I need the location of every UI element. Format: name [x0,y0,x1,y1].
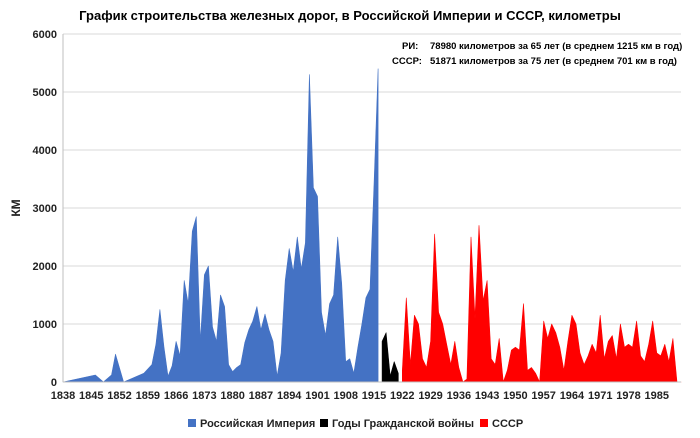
y-tick-label: 6000 [33,29,57,41]
x-tick-label: 1859 [136,390,160,402]
legend-label-empire: Российская Империя [200,418,315,430]
annotation-ussr-label: СССР: [392,56,422,67]
legend-swatch-ussr [480,419,488,427]
y-tick-label: 5000 [33,87,57,99]
x-tick-label: 1950 [503,390,527,402]
x-tick-label: 1908 [334,390,358,402]
chart-title: График строительства железных дорог, в Р… [79,8,621,23]
y-axis-label: КМ [9,199,23,216]
x-tick-label: 1957 [531,390,555,402]
legend: Российская Империя Годы Гражданской войн… [188,418,523,430]
annotation-ri-text: 78980 километров за 65 лет (в среднем 12… [430,41,682,52]
y-tick-label: 0 [51,377,57,389]
area-civil-war [381,332,399,383]
annotation-ri-label: РИ: [402,41,418,52]
x-tick-label: 1845 [79,390,103,402]
x-tick-label: 1901 [305,390,329,402]
y-tick-label: 3000 [33,203,57,215]
x-tick-label: 1978 [616,390,640,402]
x-tick-label: 1964 [560,390,585,402]
y-tick-label: 2000 [33,261,57,273]
legend-swatch-empire [188,419,196,427]
x-tick-label: 1894 [277,390,302,402]
x-tick-label: 1936 [447,390,471,402]
y-tick-label: 1000 [33,319,57,331]
x-tick-label: 1922 [390,390,414,402]
area-empire [62,68,379,383]
x-tick-label: 1838 [51,390,75,402]
x-tick-labels: 1838 1845 1852 1859 1866 1873 1880 1887 1894 1901… [51,390,669,402]
x-tick-label: 1915 [362,390,386,402]
x-tick-label: 1880 [220,390,244,402]
series-areas [62,68,682,383]
x-tick-label: 1873 [192,390,216,402]
legend-label-civil-war: Годы Гражданской войны [332,418,474,430]
x-tick-label: 1985 [645,390,669,402]
axes [62,34,681,383]
annotation-ussr-text: 51871 километров за 75 лет (в среднем 70… [430,56,677,67]
x-tick-label: 1971 [588,390,612,402]
x-tick-label: 1929 [418,390,442,402]
x-tick-label: 1887 [249,390,273,402]
y-tick-label: 4000 [33,145,57,157]
y-tick-labels: 0 1000 2000 3000 4000 5000 6000 [33,29,57,389]
legend-swatch-civil-war [320,419,328,427]
x-tick-label: 1943 [475,390,499,402]
annotation-block: РИ: 78980 километров за 65 лет (в средне… [392,41,682,67]
legend-label-ussr: СССР [492,418,523,430]
area-ussr [402,225,682,383]
x-tick-label: 1866 [164,390,188,402]
x-tick-label: 1852 [107,390,131,402]
